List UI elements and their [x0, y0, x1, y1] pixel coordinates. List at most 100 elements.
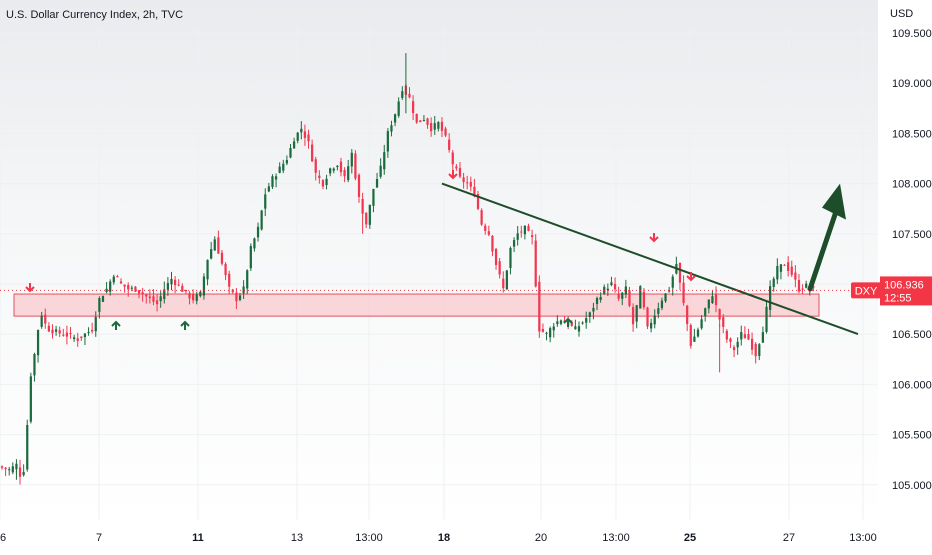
candle[interactable]	[516, 226, 519, 246]
candle[interactable]	[718, 308, 721, 327]
candle[interactable]	[686, 304, 689, 332]
candle-body[interactable]	[192, 294, 195, 301]
candle-body[interactable]	[747, 334, 750, 340]
candle[interactable]	[83, 332, 87, 346]
candle-body[interactable]	[772, 278, 775, 287]
candle[interactable]	[91, 322, 94, 334]
candle-body[interactable]	[743, 334, 746, 339]
candle-body[interactable]	[458, 168, 462, 177]
candle-body[interactable]	[339, 161, 343, 173]
candle[interactable]	[8, 466, 11, 476]
candle-body[interactable]	[177, 284, 180, 286]
candle-body[interactable]	[105, 288, 108, 293]
candle[interactable]	[365, 212, 368, 228]
candle[interactable]	[538, 275, 541, 338]
candle[interactable]	[246, 269, 249, 295]
candle-body[interactable]	[606, 288, 609, 291]
candle[interactable]	[621, 292, 624, 306]
candle-body[interactable]	[393, 114, 397, 123]
candle[interactable]	[613, 277, 617, 293]
candle-body[interactable]	[613, 283, 617, 290]
price-axis[interactable]: 109.500109.000108.500108.000107.500107.0…	[892, 28, 932, 492]
candle[interactable]	[729, 337, 732, 348]
candle[interactable]	[570, 320, 573, 327]
candle-body[interactable]	[556, 321, 559, 325]
candle[interactable]	[747, 328, 750, 341]
candle-body[interactable]	[509, 248, 512, 269]
candle[interactable]	[235, 287, 238, 310]
candle-body[interactable]	[289, 147, 292, 158]
candle[interactable]	[794, 265, 797, 288]
candle[interactable]	[130, 285, 133, 292]
candle-body[interactable]	[473, 186, 476, 197]
candle[interactable]	[401, 86, 404, 100]
candle-body[interactable]	[69, 333, 72, 335]
candle[interactable]	[754, 342, 757, 364]
candle-body[interactable]	[292, 141, 296, 149]
candle[interactable]	[559, 319, 563, 326]
candle[interactable]	[466, 175, 469, 190]
candle[interactable]	[552, 322, 555, 338]
candle-body[interactable]	[213, 239, 216, 251]
candle-body[interactable]	[527, 225, 530, 231]
candle-body[interactable]	[300, 128, 303, 133]
candle[interactable]	[224, 262, 227, 281]
candle[interactable]	[18, 459, 22, 485]
candle-body[interactable]	[260, 210, 263, 230]
candle-body[interactable]	[624, 286, 627, 295]
candle[interactable]	[689, 323, 692, 349]
candle-body[interactable]	[163, 289, 166, 300]
candle[interactable]	[487, 225, 490, 237]
candle[interactable]	[354, 150, 357, 181]
candle-body[interactable]	[732, 347, 736, 351]
candle[interactable]	[375, 172, 379, 189]
candle-body[interactable]	[545, 332, 548, 334]
candle-body[interactable]	[109, 281, 112, 292]
candle-body[interactable]	[397, 101, 400, 116]
candle[interactable]	[181, 283, 184, 293]
candle[interactable]	[311, 139, 314, 162]
candle-body[interactable]	[372, 188, 375, 206]
candle-body[interactable]	[621, 292, 624, 299]
candle[interactable]	[256, 222, 260, 242]
candle[interactable]	[520, 225, 523, 238]
candle[interactable]	[595, 296, 599, 311]
candle[interactable]	[779, 264, 783, 280]
candle[interactable]	[318, 170, 321, 184]
candle-body[interactable]	[188, 293, 191, 299]
candle[interactable]	[610, 276, 613, 287]
candle[interactable]	[732, 345, 736, 358]
candle[interactable]	[33, 352, 36, 382]
candle-body[interactable]	[761, 332, 765, 343]
candle-body[interactable]	[11, 466, 14, 473]
candle-body[interactable]	[137, 290, 141, 294]
candle-body[interactable]	[383, 152, 386, 170]
candle[interactable]	[73, 334, 76, 342]
candle[interactable]	[736, 337, 739, 355]
candle-body[interactable]	[368, 204, 371, 225]
candle-body[interactable]	[498, 261, 501, 275]
candle-body[interactable]	[577, 326, 581, 332]
candle-body[interactable]	[242, 286, 245, 294]
candle[interactable]	[285, 155, 289, 166]
candle-body[interactable]	[329, 168, 332, 174]
candle[interactable]	[599, 292, 602, 303]
candle[interactable]	[368, 204, 371, 229]
candle[interactable]	[397, 97, 400, 118]
candle-body[interactable]	[325, 178, 328, 186]
candle[interactable]	[646, 306, 649, 330]
candle-body[interactable]	[181, 285, 184, 292]
candle[interactable]	[357, 173, 361, 203]
candle[interactable]	[668, 286, 671, 293]
candle[interactable]	[639, 285, 642, 309]
candle[interactable]	[480, 208, 483, 226]
candle[interactable]	[228, 270, 231, 295]
candle-body[interactable]	[686, 305, 689, 325]
candle[interactable]	[296, 131, 299, 144]
candle-body[interactable]	[379, 165, 382, 177]
candle[interactable]	[123, 284, 126, 293]
candle[interactable]	[787, 256, 790, 277]
candle[interactable]	[40, 311, 43, 329]
candle-body[interactable]	[639, 286, 642, 309]
candle[interactable]	[541, 323, 545, 333]
